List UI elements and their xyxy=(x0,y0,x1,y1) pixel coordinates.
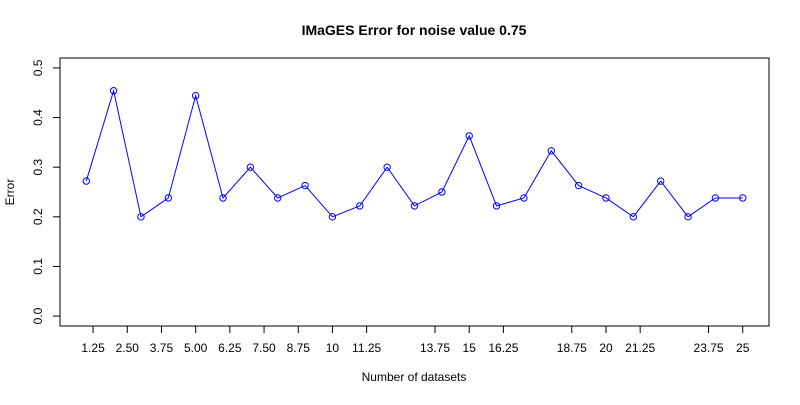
point xyxy=(438,188,446,196)
x-tick-label: 2.50 xyxy=(116,341,140,355)
chart-title: IMaGES Error for noise value 0.75 xyxy=(302,22,527,38)
x-tick-label: 25 xyxy=(736,341,750,355)
x-tick-label: 10 xyxy=(326,341,340,355)
x-tick-label: 6.25 xyxy=(218,341,242,355)
x-tick-label: 11.25 xyxy=(352,341,381,355)
series-line xyxy=(85,88,743,218)
x-tick-label: 20 xyxy=(599,341,613,355)
x-tick-label: 5.00 xyxy=(184,341,208,355)
point xyxy=(356,202,364,210)
point xyxy=(656,177,665,185)
point xyxy=(410,202,419,210)
point xyxy=(739,194,747,202)
point xyxy=(164,194,173,202)
point xyxy=(492,202,501,210)
point xyxy=(328,213,337,221)
point xyxy=(711,194,720,202)
point xyxy=(137,213,145,221)
x-tick-label: 23.75 xyxy=(694,341,724,355)
y-tick-label: 0.0 xyxy=(31,307,45,324)
point xyxy=(602,194,610,202)
point xyxy=(684,213,692,221)
y-tick-label: 0.3 xyxy=(31,159,45,176)
y-axis-label: Error xyxy=(3,179,17,206)
x-tick-label: 7.50 xyxy=(252,341,276,355)
point xyxy=(574,181,583,190)
x-tick-label: 16.25 xyxy=(488,341,518,355)
y-tick-label: 0.2 xyxy=(31,208,45,225)
point xyxy=(191,92,200,100)
point xyxy=(301,181,309,190)
point xyxy=(383,163,391,171)
y-tick-label: 0.4 xyxy=(31,109,45,126)
point xyxy=(109,87,118,95)
point xyxy=(219,194,227,202)
point xyxy=(629,213,638,221)
point xyxy=(520,194,528,202)
point xyxy=(246,163,255,171)
point xyxy=(82,177,90,185)
x-tick-label: 18.75 xyxy=(557,341,587,355)
x-tick-label: 8.75 xyxy=(287,341,311,355)
x-tick-label: 1.25 xyxy=(81,341,105,355)
x-axis-label: Number of datasets xyxy=(362,370,467,384)
x-tick-label: 15 xyxy=(463,341,477,355)
point xyxy=(465,132,473,140)
plot-box xyxy=(59,57,770,327)
x-tick-label: 3.75 xyxy=(150,341,174,355)
point xyxy=(274,194,282,202)
y-tick-label: 0.5 xyxy=(31,59,45,76)
x-tick-label: 21.25 xyxy=(625,341,655,355)
y-tick-label: 0.1 xyxy=(31,258,45,275)
point xyxy=(547,147,555,155)
x-tick-label: 13.75 xyxy=(420,341,450,355)
